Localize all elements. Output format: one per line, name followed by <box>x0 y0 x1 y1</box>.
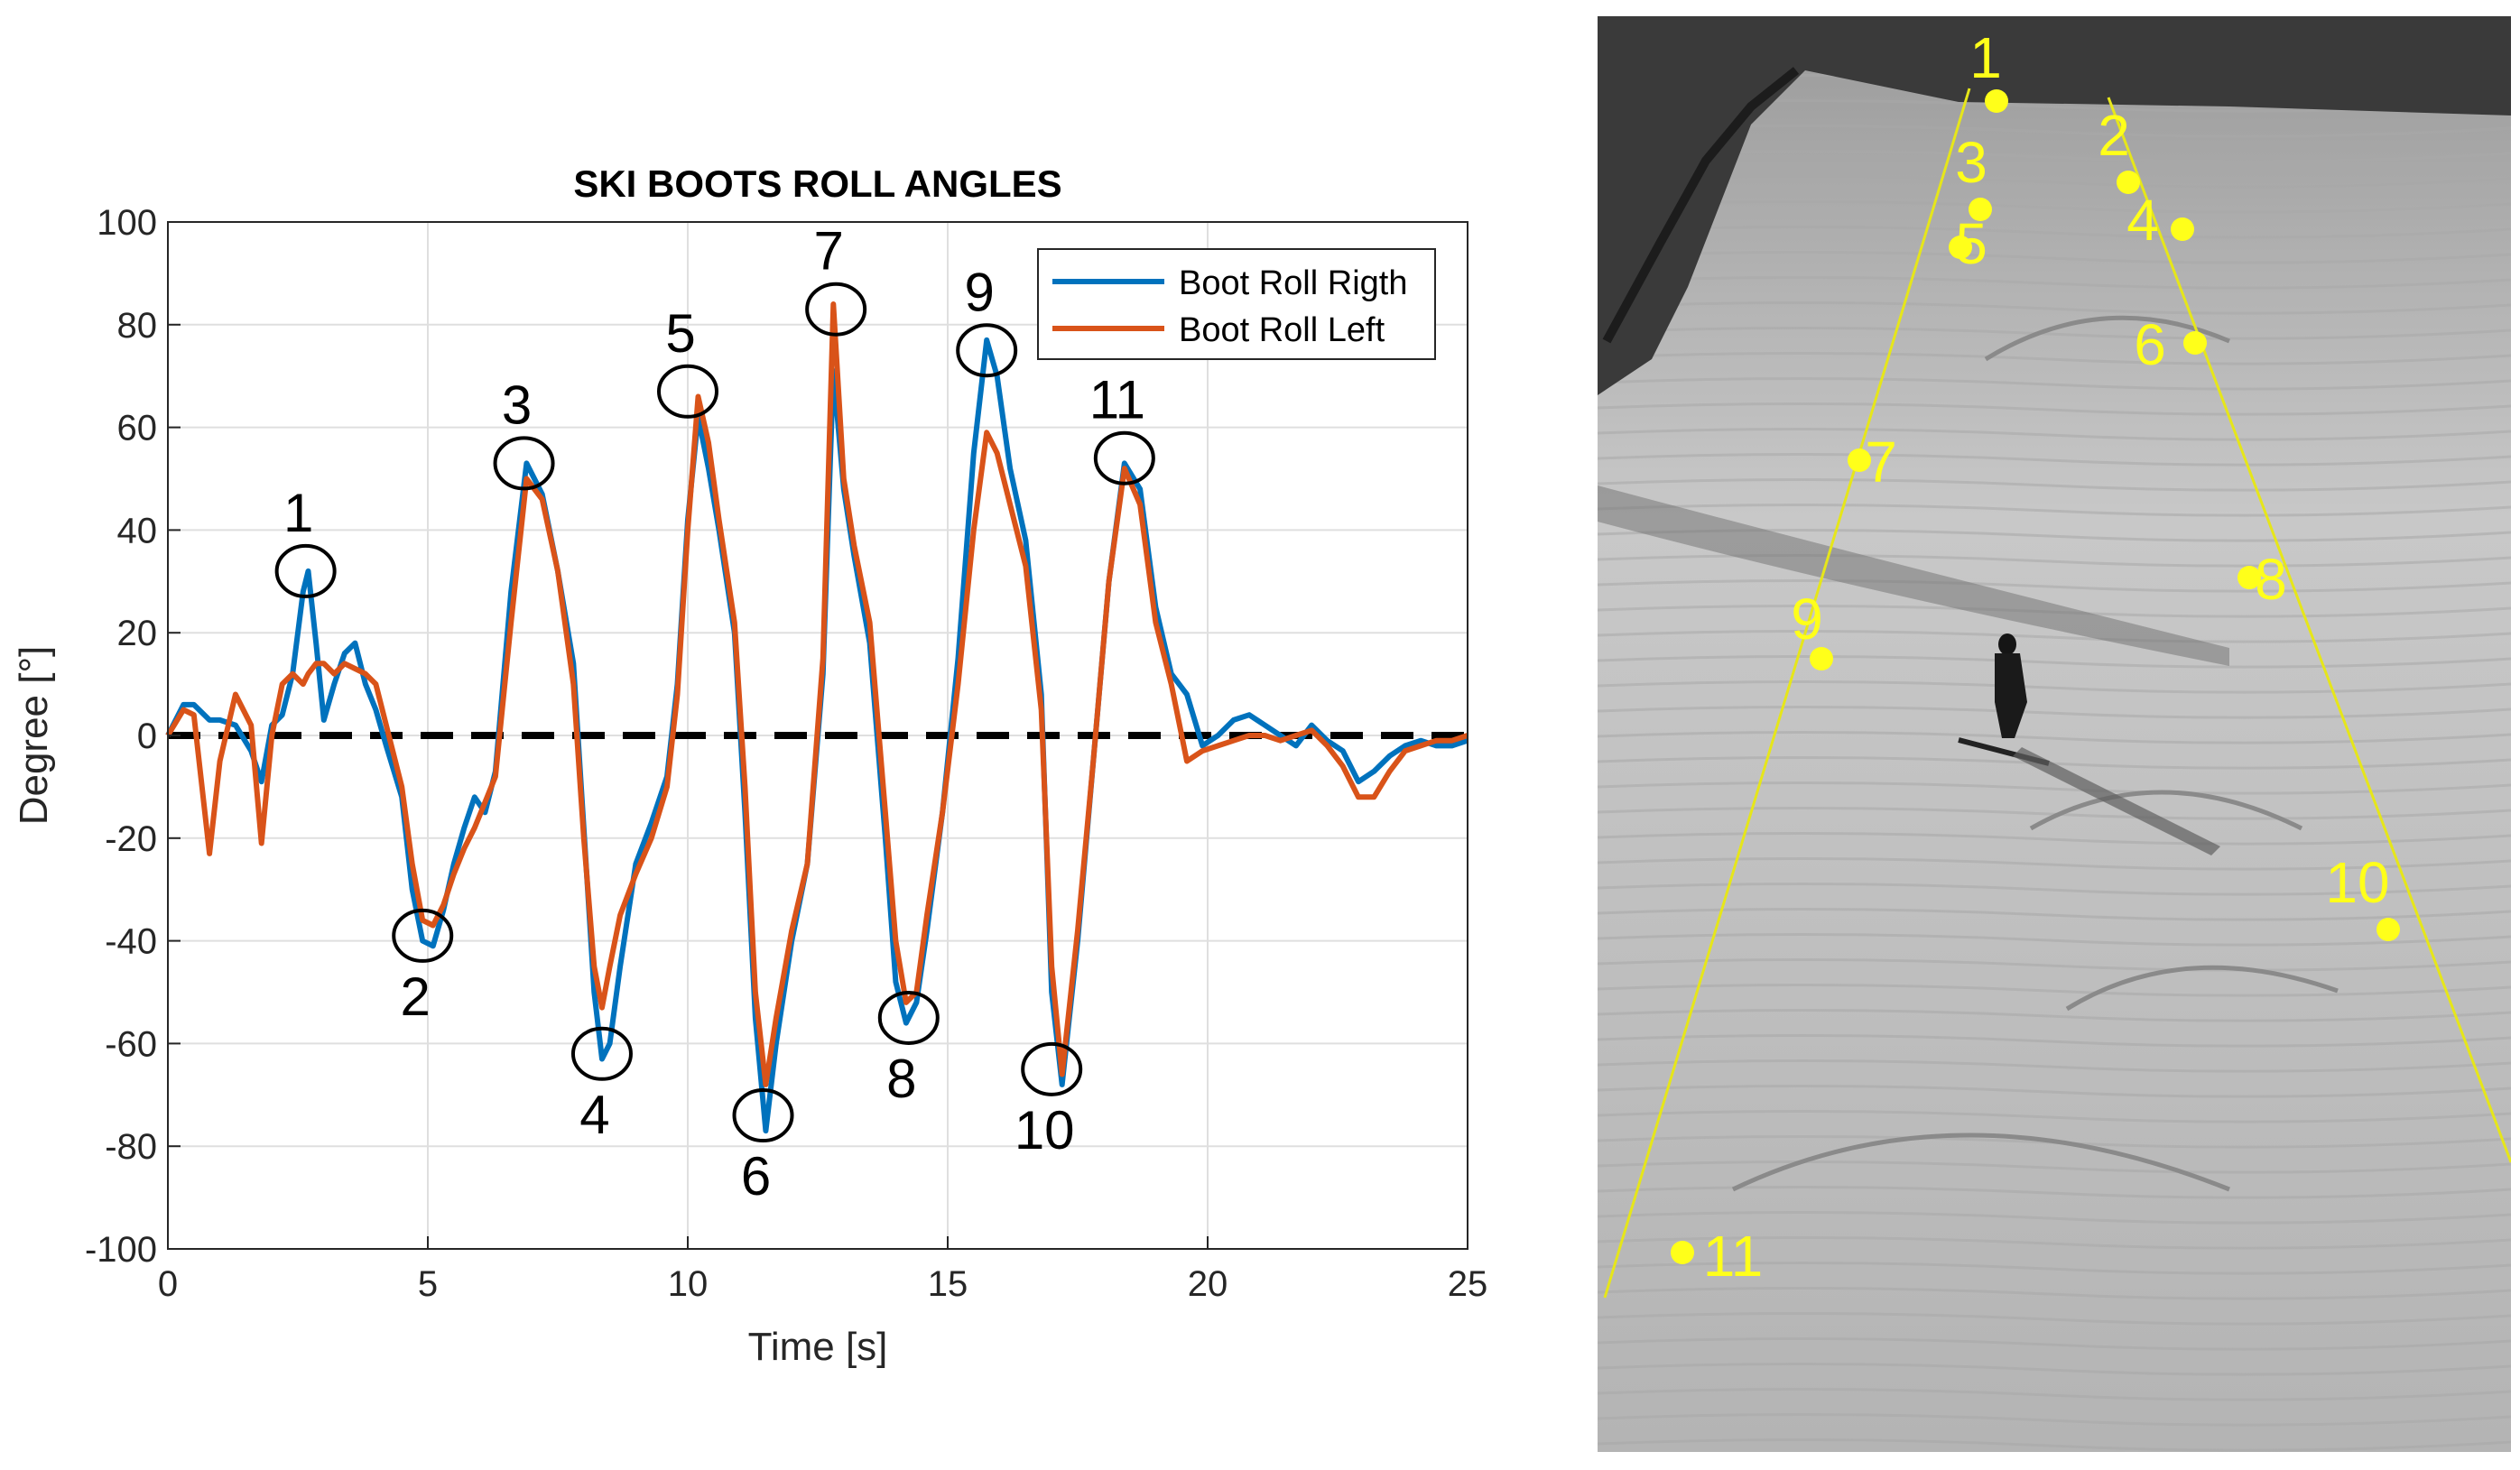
gate-marker-dot <box>1848 448 1871 472</box>
ski-slope-photo: 1 2 3 4 5 6 7 8 9 10 11 <box>1598 16 2511 1452</box>
gate-marker-dot <box>1985 89 2008 113</box>
peak-label: 7 <box>813 221 843 282</box>
peak-label: 4 <box>579 1085 609 1145</box>
gate-marker-label: 8 <box>2255 547 2287 612</box>
y-tick-label: -80 <box>105 1127 157 1167</box>
gate-guide-line-right <box>2107 97 2511 1163</box>
gate-marker-label: 11 <box>1703 1224 1763 1289</box>
gate-marker-label: 5 <box>1955 211 1987 276</box>
treeline-dark-area <box>1598 16 2511 395</box>
series-line-1 <box>165 301 1468 1087</box>
gate-marker-dot <box>1949 236 1972 259</box>
legend-box <box>1037 248 1436 360</box>
y-tick-label: 60 <box>117 409 158 448</box>
gate-marker-dot <box>2237 566 2261 589</box>
gate-marker-label: 10 <box>2325 850 2389 915</box>
peak-circle <box>493 436 555 491</box>
peak-label: 5 <box>665 303 695 364</box>
legend-label-left: Boot Roll Left <box>1179 311 1385 349</box>
peak-circle <box>1021 1041 1083 1096</box>
y-tick-label: -60 <box>105 1024 157 1064</box>
skier-shadow <box>2013 747 2220 855</box>
gate-marker-label: 6 <box>2134 312 2166 377</box>
legend: Boot Roll Rigth Boot Roll Left <box>1037 248 1436 360</box>
peak-circle <box>956 323 1018 378</box>
gate-markers: 1 2 3 4 5 6 7 8 9 10 11 <box>1671 25 2400 1289</box>
series-layer <box>165 301 1468 1134</box>
legend-label-right: Boot Roll Rigth <box>1179 264 1407 302</box>
shadow-band <box>1598 485 2229 666</box>
x-tick-label: 15 <box>928 1264 968 1304</box>
x-tick-label: 25 <box>1448 1264 1488 1304</box>
peak-circle <box>274 543 337 598</box>
skier <box>1958 633 2220 855</box>
gate-marker-dot <box>2183 331 2207 355</box>
peak-circle <box>570 1026 633 1081</box>
y-tick-label: 20 <box>117 614 158 653</box>
peak-circle <box>1093 430 1155 485</box>
gate-marker-dot <box>1810 647 1833 670</box>
gate-marker-label: 7 <box>1865 430 1897 495</box>
peak-label: 2 <box>401 966 431 1027</box>
peak-circle <box>805 282 867 337</box>
peak-circle <box>732 1088 794 1143</box>
peak-label: 8 <box>886 1049 916 1109</box>
groomed-texture <box>1598 16 2511 1452</box>
gate-marker-label: 2 <box>2098 103 2130 168</box>
peak-label: 1 <box>283 483 313 543</box>
skier-body-icon <box>1995 653 2027 738</box>
gate-marker-dot <box>2171 217 2194 241</box>
y-tick-label: -40 <box>105 922 157 962</box>
y-tick-label: 40 <box>117 511 158 550</box>
gate-marker-label: 1 <box>1969 25 2002 90</box>
gate-marker-dot <box>1671 1241 1694 1264</box>
skier-head-icon <box>1998 633 2016 655</box>
peak-annotations: 1 2 3 4 5 6 7 8 9 10 11 <box>274 221 1155 1207</box>
peak-label: 3 <box>502 374 532 435</box>
y-tick-label: -100 <box>85 1230 157 1270</box>
peak-label: 11 <box>1089 370 1145 430</box>
peak-label: 6 <box>741 1146 771 1207</box>
y-tick-label: 0 <box>137 717 157 756</box>
y-axis-label: Degree [°] <box>12 646 56 826</box>
x-tick-label: 5 <box>418 1264 438 1304</box>
y-tick-label: -20 <box>105 819 157 859</box>
peak-circle <box>657 364 718 419</box>
chart-title: SKI BOOTS ROLL ANGLES <box>573 162 1061 205</box>
x-tick-label: 0 <box>158 1264 178 1304</box>
grid <box>167 221 1468 1250</box>
gate-marker-dot <box>1969 198 1992 221</box>
x-tick-label: 20 <box>1188 1264 1228 1304</box>
gate-marker-dot <box>2117 171 2140 194</box>
gate-marker-label: 4 <box>2126 188 2159 253</box>
gate-marker-label: 3 <box>1955 130 1987 195</box>
x-tick-label: 10 <box>668 1264 709 1304</box>
gate-marker-dot <box>2376 918 2400 941</box>
snow-fence <box>1602 67 1800 344</box>
peak-circle <box>877 990 940 1045</box>
y-tick-label: 100 <box>97 203 157 243</box>
x-axis-label: Time [s] <box>748 1325 888 1369</box>
peak-circle <box>392 908 454 963</box>
slope-curves <box>1731 315 2339 1192</box>
y-tick-label: 80 <box>117 306 158 346</box>
gate-marker-label: 9 <box>1791 587 1823 652</box>
gate-guide-line-left <box>1603 88 1971 1299</box>
peak-label: 10 <box>1014 1100 1075 1160</box>
peak-label: 9 <box>965 262 995 322</box>
